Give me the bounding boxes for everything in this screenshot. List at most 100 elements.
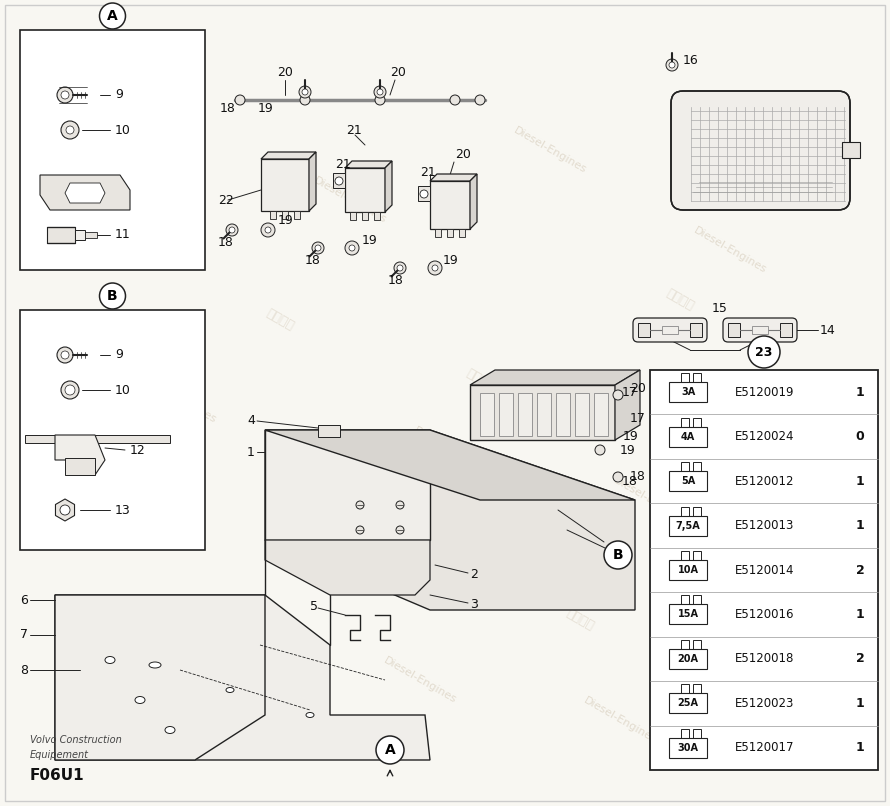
Circle shape [61, 121, 79, 139]
Text: 5: 5 [310, 600, 318, 613]
Bar [669, 472, 707, 491]
Polygon shape [309, 152, 316, 211]
Polygon shape [261, 152, 316, 159]
Text: 18: 18 [218, 235, 234, 248]
Bar [693, 462, 701, 472]
Polygon shape [265, 430, 635, 610]
Bar [669, 426, 707, 447]
Polygon shape [333, 173, 345, 188]
Circle shape [61, 381, 79, 399]
Polygon shape [345, 168, 385, 212]
Text: 21: 21 [420, 165, 436, 178]
Text: 19: 19 [622, 430, 638, 443]
Text: 13: 13 [115, 504, 131, 517]
Bar [681, 640, 689, 650]
Circle shape [375, 95, 385, 105]
Circle shape [57, 347, 73, 363]
Circle shape [100, 3, 125, 29]
Text: 1: 1 [855, 697, 864, 710]
Bar [47, 227, 75, 243]
Text: 9: 9 [115, 348, 123, 362]
Circle shape [100, 283, 125, 309]
Circle shape [315, 245, 321, 251]
Text: Diesel-Engines: Diesel-Engines [142, 375, 218, 425]
Circle shape [65, 385, 75, 395]
Circle shape [261, 223, 275, 237]
Circle shape [57, 87, 73, 103]
Bar [85, 232, 97, 238]
Text: 21: 21 [346, 123, 361, 136]
Text: Diesel-Engines: Diesel-Engines [582, 695, 659, 745]
Text: Diesel-Engines: Diesel-Engines [412, 425, 489, 475]
Circle shape [299, 86, 311, 98]
Circle shape [475, 95, 485, 105]
Bar [690, 323, 702, 337]
Text: 20: 20 [390, 67, 406, 80]
Bar [693, 506, 701, 517]
Circle shape [669, 62, 675, 68]
Text: 14: 14 [820, 323, 836, 336]
Bar [681, 418, 689, 428]
Text: 19: 19 [620, 443, 635, 456]
Polygon shape [55, 435, 105, 475]
Polygon shape [55, 499, 75, 521]
Bar [575, 393, 589, 436]
Text: Diesel-Engines: Diesel-Engines [762, 575, 838, 625]
Bar [681, 462, 689, 472]
Text: 7,5A: 7,5A [676, 521, 700, 530]
Polygon shape [55, 595, 265, 760]
Circle shape [235, 95, 245, 105]
FancyBboxPatch shape [723, 318, 797, 342]
Circle shape [432, 265, 438, 271]
Circle shape [374, 86, 386, 98]
Text: E5120017: E5120017 [735, 742, 795, 754]
Bar [662, 326, 678, 334]
Bar [693, 640, 701, 650]
Bar [362, 212, 368, 220]
Bar [681, 373, 689, 383]
Text: Diesel-Engines: Diesel-Engines [61, 675, 138, 725]
Bar [65, 458, 95, 475]
Text: 20A: 20A [677, 654, 699, 664]
Text: 3: 3 [470, 599, 478, 612]
Circle shape [61, 351, 69, 359]
Circle shape [229, 227, 235, 233]
Text: 柴发动力: 柴发动力 [764, 457, 797, 483]
Text: 7: 7 [20, 629, 28, 642]
Polygon shape [65, 183, 105, 203]
Bar [537, 393, 551, 436]
Bar [447, 229, 453, 237]
Bar [669, 560, 707, 580]
Text: 19: 19 [278, 214, 294, 226]
Bar [669, 693, 707, 713]
Text: 10: 10 [115, 384, 131, 397]
FancyBboxPatch shape [633, 318, 707, 342]
Bar [693, 596, 701, 605]
Bar [681, 729, 689, 739]
Text: 18: 18 [630, 471, 646, 484]
Polygon shape [470, 174, 477, 229]
Circle shape [345, 241, 359, 255]
Text: 1: 1 [855, 608, 864, 621]
Circle shape [397, 265, 403, 271]
Text: 柴发动力: 柴发动力 [134, 507, 166, 533]
Bar [669, 604, 707, 625]
Bar [669, 382, 707, 402]
Text: E5120019: E5120019 [735, 386, 795, 399]
Bar [669, 649, 707, 669]
Text: 2: 2 [470, 568, 478, 581]
Text: 20: 20 [630, 381, 646, 394]
Bar [728, 323, 740, 337]
Polygon shape [40, 175, 130, 210]
Text: 2: 2 [855, 652, 864, 666]
Text: 柴发动力: 柴发动力 [64, 187, 96, 213]
Text: 5A: 5A [681, 476, 695, 486]
Ellipse shape [149, 662, 161, 668]
Text: 4: 4 [247, 413, 255, 426]
Circle shape [377, 89, 383, 95]
Bar [75, 230, 85, 240]
Circle shape [356, 526, 364, 534]
Text: E5120012: E5120012 [735, 475, 795, 488]
Circle shape [666, 59, 678, 71]
Bar [693, 729, 701, 739]
